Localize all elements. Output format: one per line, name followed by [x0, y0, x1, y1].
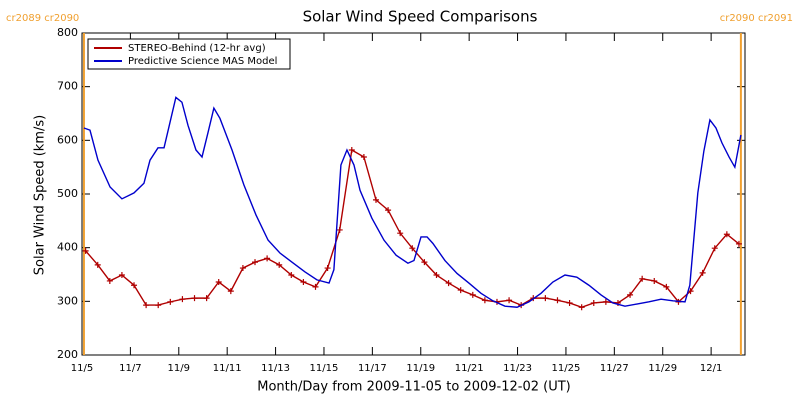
point-marker — [723, 231, 730, 238]
x-tick-label: 11/21 — [455, 363, 484, 374]
x-tick-label: 11/9 — [168, 363, 190, 374]
x-tick-label: 11/29 — [648, 363, 677, 374]
point-marker — [227, 288, 234, 295]
point-marker — [143, 302, 150, 309]
point-marker — [554, 297, 561, 304]
series-line — [83, 96, 742, 308]
y-tick-label: 800 — [57, 26, 78, 39]
point-marker — [397, 230, 404, 237]
x-tick-label: 11/27 — [600, 363, 629, 374]
point-marker — [360, 153, 367, 160]
point-marker — [264, 255, 271, 262]
y-tick-label: 500 — [57, 187, 78, 200]
y-tick-label: 600 — [57, 133, 78, 146]
point-marker — [711, 245, 718, 252]
point-marker — [445, 280, 452, 287]
y-axis-label: Solar Wind Speed (km/s) — [33, 115, 48, 275]
chart-title: Solar Wind Speed Comparisons — [303, 8, 538, 26]
point-marker — [663, 283, 670, 290]
point-marker — [602, 298, 609, 305]
point-marker — [699, 269, 706, 276]
point-marker — [542, 295, 549, 302]
x-tick-label: 11/13 — [261, 363, 290, 374]
point-marker — [191, 295, 198, 302]
series-line — [85, 148, 740, 308]
x-tick-label: 11/25 — [552, 363, 581, 374]
point-marker — [288, 272, 295, 279]
y-tick-label: 300 — [57, 294, 78, 307]
legend-label: Predictive Science MAS Model — [128, 56, 277, 67]
legend-box — [87, 38, 291, 70]
point-marker — [82, 247, 89, 254]
point-marker — [167, 298, 174, 305]
x-tick-label: 12/1 — [700, 363, 722, 374]
point-marker — [578, 304, 585, 311]
point-marker — [94, 261, 101, 268]
point-marker — [651, 277, 658, 284]
point-marker — [481, 297, 488, 304]
point-marker — [252, 259, 259, 266]
x-tick-label: 11/23 — [503, 363, 532, 374]
x-tick-label: 11/15 — [310, 363, 339, 374]
x-tick-label: 11/7 — [119, 363, 141, 374]
point-marker — [639, 275, 646, 282]
point-marker — [735, 240, 742, 247]
point-marker — [276, 261, 283, 268]
x-tick-label: 11/5 — [71, 363, 93, 374]
y-tick-label: 700 — [57, 80, 78, 93]
x-tick-label: 11/17 — [358, 363, 387, 374]
carrington-label: cr2089 cr2090 — [6, 13, 79, 24]
point-marker — [324, 265, 331, 272]
point-marker — [203, 295, 210, 302]
point-marker — [106, 277, 113, 284]
point-marker — [372, 196, 379, 203]
y-tick-label: 400 — [57, 241, 78, 254]
point-marker — [179, 296, 186, 303]
x-axis-label: Month/Day from 2009-11-05 to 2009-12-02 … — [257, 380, 570, 395]
point-marker — [131, 282, 138, 289]
point-marker — [590, 299, 597, 306]
point-marker — [421, 259, 428, 266]
point-marker — [506, 297, 513, 304]
point-marker — [469, 291, 476, 298]
point-marker — [627, 291, 634, 298]
point-marker — [312, 283, 319, 290]
point-marker — [155, 302, 162, 309]
point-marker — [215, 279, 222, 286]
point-marker — [336, 226, 343, 233]
y-tick-label: 200 — [57, 348, 78, 361]
x-tick-label: 11/19 — [406, 363, 435, 374]
point-marker — [409, 245, 416, 252]
plot-frame — [81, 32, 746, 356]
point-marker — [385, 207, 392, 214]
point-marker — [457, 287, 464, 294]
point-marker — [566, 299, 573, 306]
point-marker — [433, 272, 440, 279]
x-tick-label: 11/11 — [213, 363, 242, 374]
legend-label: STEREO-Behind (12-hr avg) — [128, 43, 266, 54]
point-marker — [348, 146, 355, 153]
point-marker — [239, 265, 246, 272]
carrington-label: cr2090 cr2091 — [720, 13, 793, 24]
point-marker — [300, 279, 307, 286]
point-marker — [118, 272, 125, 279]
